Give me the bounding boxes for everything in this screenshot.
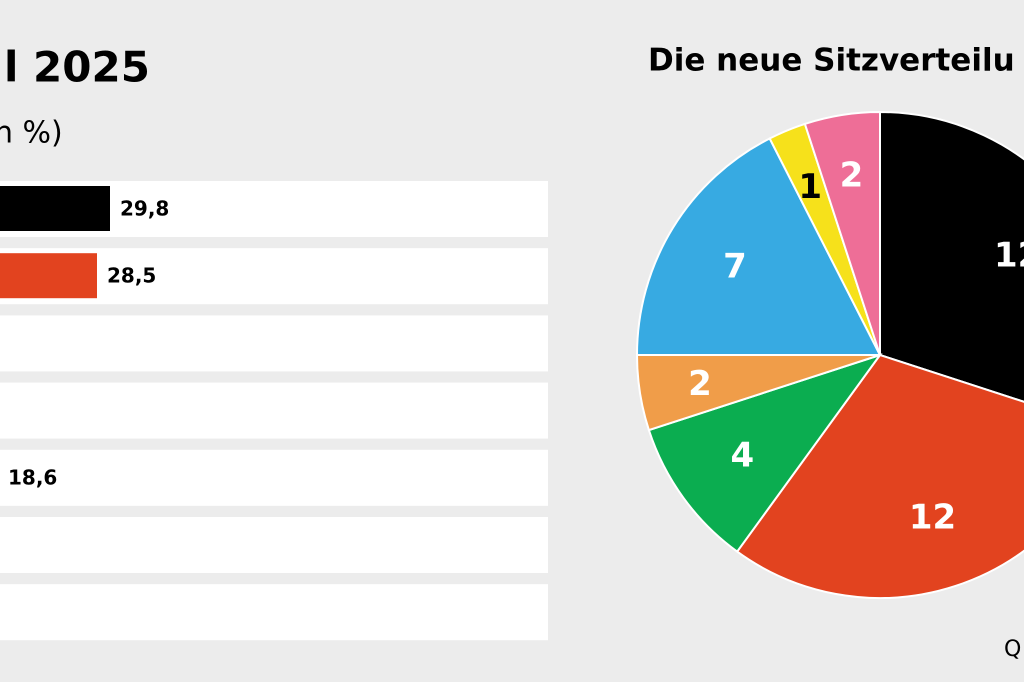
slice-label: 7 [723,247,747,287]
slice-label: 2 [688,364,712,404]
slice-label: 12 [994,236,1024,276]
bar [0,186,110,231]
slice-label: 2 [840,155,864,195]
pie-slice [879,110,1024,403]
source: Q [1004,637,1021,662]
slice-label: 4 [731,435,755,475]
row-background [0,517,548,573]
pie-slice [803,110,881,356]
row-background [0,315,548,372]
pie-slice [735,353,1024,600]
value-label: 28,5 [107,264,156,288]
bar-subtitle: n %) [0,116,63,151]
pie-slice [635,137,882,356]
value-label: 29,8 [120,197,169,221]
row-background [0,584,548,641]
row-background [0,382,548,439]
bar-title: l 2025 [4,43,150,92]
slice-label: 1 [798,167,822,207]
row-background [0,449,548,506]
bar [0,253,97,299]
slice-label: 12 [909,497,956,537]
pie-slice [647,353,883,553]
value-label: 18,6 [8,465,57,489]
pie-title: Die neue Sitzverteilu [648,43,1015,79]
